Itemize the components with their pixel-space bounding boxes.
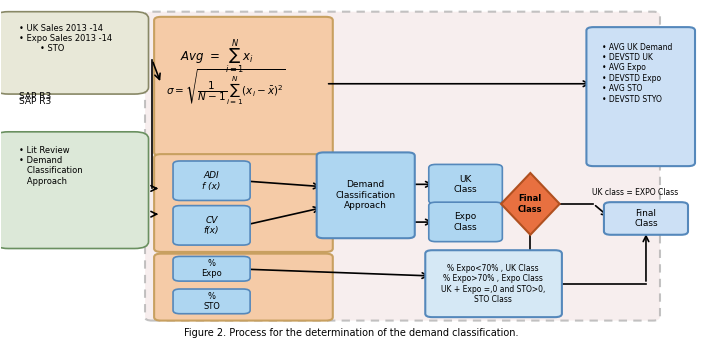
- Text: Expo
Class: Expo Class: [454, 212, 477, 232]
- FancyBboxPatch shape: [604, 202, 688, 235]
- FancyBboxPatch shape: [317, 152, 415, 238]
- FancyBboxPatch shape: [429, 202, 503, 242]
- Text: • UK Sales 2013 -14
• Expo Sales 2013 -14
        • STO: • UK Sales 2013 -14 • Expo Sales 2013 -1…: [19, 24, 112, 54]
- Text: Demand
Classification
Approach: Demand Classification Approach: [336, 180, 396, 210]
- Text: • AVG UK Demand
• DEVSTD UK
• AVG Expo
• DEVSTD Expo
• AVG STO
• DEVSTD STYO: • AVG UK Demand • DEVSTD UK • AVG Expo •…: [602, 43, 672, 103]
- FancyBboxPatch shape: [145, 12, 660, 321]
- FancyBboxPatch shape: [173, 161, 250, 200]
- FancyBboxPatch shape: [173, 206, 250, 245]
- FancyBboxPatch shape: [154, 154, 333, 252]
- FancyBboxPatch shape: [173, 256, 250, 281]
- FancyBboxPatch shape: [0, 132, 149, 248]
- Text: Figure 2. Process for the determination of the demand classification.: Figure 2. Process for the determination …: [184, 328, 519, 338]
- FancyBboxPatch shape: [154, 254, 333, 321]
- Text: • Lit Review
• Demand
   Classification
   Approach: • Lit Review • Demand Classification App…: [19, 146, 82, 186]
- Text: ADI
f (x): ADI f (x): [202, 171, 221, 191]
- Text: UK class = EXPO Class: UK class = EXPO Class: [592, 188, 678, 197]
- Text: UK
Class: UK Class: [454, 175, 477, 194]
- Text: Final
Class: Final Class: [518, 194, 543, 213]
- Text: Final
Class: Final Class: [634, 209, 658, 228]
- Text: %
STO: % STO: [203, 292, 220, 311]
- Text: %
Expo: % Expo: [201, 259, 222, 279]
- FancyBboxPatch shape: [0, 12, 149, 94]
- FancyBboxPatch shape: [154, 17, 333, 156]
- Text: $\sigma = \sqrt{\dfrac{1}{N-1}\sum_{i=1}^{N}(x_i - \bar{x})^2}$: $\sigma = \sqrt{\dfrac{1}{N-1}\sum_{i=1}…: [166, 67, 286, 107]
- Text: SAP R3: SAP R3: [19, 92, 51, 101]
- Polygon shape: [501, 173, 560, 235]
- Text: % Expo<70% , UK Class
% Expo>70% , Expo Class
UK + Expo =,0 and STO>0,
STO Class: % Expo<70% , UK Class % Expo>70% , Expo …: [441, 264, 546, 304]
- FancyBboxPatch shape: [429, 164, 503, 204]
- FancyBboxPatch shape: [425, 250, 562, 317]
- FancyBboxPatch shape: [586, 27, 695, 166]
- FancyBboxPatch shape: [173, 289, 250, 314]
- Text: SAP R3: SAP R3: [19, 98, 51, 107]
- Text: $Avg\ =\ \sum_{i=1}^{N} x_i$: $Avg\ =\ \sum_{i=1}^{N} x_i$: [180, 37, 254, 75]
- Text: CV
f(x): CV f(x): [204, 216, 220, 235]
